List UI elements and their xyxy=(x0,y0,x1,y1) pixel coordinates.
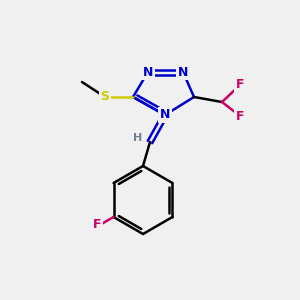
Text: F: F xyxy=(236,110,244,122)
Text: N: N xyxy=(160,109,170,122)
Text: H: H xyxy=(134,133,142,143)
Text: S: S xyxy=(100,91,109,103)
Text: F: F xyxy=(236,79,244,92)
Text: N: N xyxy=(178,65,188,79)
Text: N: N xyxy=(143,65,153,79)
Text: F: F xyxy=(93,218,102,231)
